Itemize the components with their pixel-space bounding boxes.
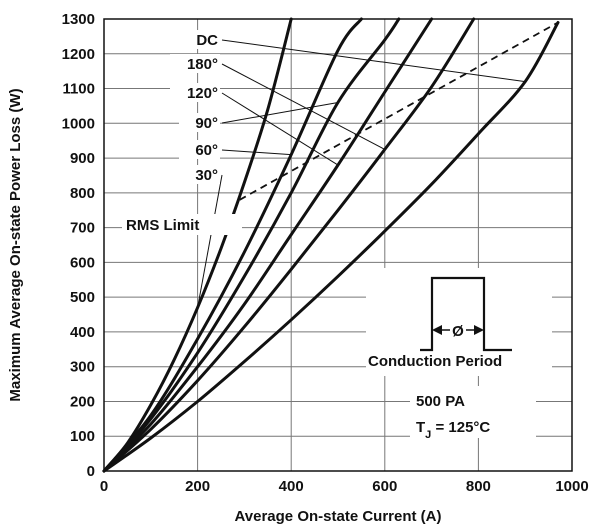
curve-label-5: 30°: [195, 167, 218, 184]
conduction-inset: Ø Conduction Period: [366, 268, 552, 376]
label-leaders: [197, 39, 526, 308]
curve-label-bg-2: [170, 83, 220, 102]
series-30: [102, 17, 293, 473]
y-tick-label-1100: 1100: [62, 81, 95, 98]
rms-limit-label: RMS Limit: [126, 217, 199, 234]
device-label-bg: [410, 386, 536, 438]
rms-label-bg: [122, 214, 242, 235]
curve-label-2: 120°: [187, 85, 218, 102]
curve-leader-2: [221, 92, 339, 166]
x-axis-label: Average On-state Current (A): [235, 508, 442, 525]
tick-labels: 0 200 400 600 800 1000 0 100 200 300 400 500 600 700 8…: [62, 11, 589, 495]
curve-label-bg-0: [188, 30, 220, 49]
series-60: [102, 17, 363, 473]
x-tick-label-1000: 1000: [555, 478, 588, 495]
series-180: [102, 17, 476, 473]
arrow-head-right: [474, 325, 484, 335]
x-tick-label-0: 0: [100, 478, 108, 495]
plot-frame: [103, 18, 573, 472]
series-rms-limit: [239, 21, 559, 201]
curve-label-1: 180°: [187, 56, 218, 73]
series-90: [102, 17, 401, 473]
y-axis-label: Maximum Average On-state Power Loss (W): [7, 88, 24, 401]
conduction-period-label: Conduction Period: [368, 353, 502, 370]
device-label: 500 PA: [416, 393, 465, 410]
y-tick-label-200: 200: [70, 393, 95, 410]
curve-leader-4: [221, 149, 292, 156]
y-tick-label-500: 500: [70, 289, 95, 306]
curve-label-bg-1: [170, 54, 220, 73]
phi-background: [450, 321, 466, 339]
arrow-head-left: [432, 325, 442, 335]
curve-label-bg-3: [179, 113, 220, 132]
y-tick-label-300: 300: [70, 359, 95, 376]
tj-subscript: J: [425, 429, 431, 441]
conduction-angle-symbol: Ø: [452, 323, 464, 340]
curve-leader-0: [221, 39, 526, 83]
y-tick-label-400: 400: [70, 324, 95, 341]
curve-label-4: 60°: [195, 142, 218, 159]
curve-leader-3: [221, 101, 339, 124]
y-tick-label-700: 700: [70, 220, 95, 237]
y-tick-label-1000: 1000: [62, 115, 95, 132]
x-tick-label-800: 800: [466, 478, 491, 495]
curve-label-bg-5: [179, 165, 220, 184]
y-tick-label-1200: 1200: [62, 46, 95, 63]
tj-prefix: T: [416, 419, 425, 436]
x-tick-label-600: 600: [372, 478, 397, 495]
curve-label-bg-4: [179, 140, 220, 159]
series-curves: [102, 17, 560, 473]
tj-value: = 125°C: [431, 419, 490, 436]
y-tick-label-900: 900: [70, 150, 95, 167]
rms-limit-layer: [239, 21, 559, 201]
curve-label-0: DC: [196, 32, 218, 49]
y-tick-label-1300: 1300: [62, 11, 95, 28]
y-tick-label-800: 800: [70, 185, 95, 202]
y-tick-label-0: 0: [87, 463, 95, 480]
junction-temperature-label: TJ = 125°C: [416, 419, 490, 441]
curve-labels: DC 180° 120° 90° 60° 30°: [170, 30, 220, 184]
series-120: [102, 17, 434, 473]
pulse-waveform: [420, 276, 512, 352]
series-dc: [102, 21, 560, 473]
y-tick-label-100: 100: [70, 428, 95, 445]
x-tick-label-400: 400: [279, 478, 304, 495]
y-tick-label-600: 600: [70, 254, 95, 271]
curve-leader-1: [221, 63, 386, 150]
curve-label-3: 90°: [195, 115, 218, 132]
curve-leader-5: [197, 174, 223, 308]
x-tick-label-200: 200: [185, 478, 210, 495]
